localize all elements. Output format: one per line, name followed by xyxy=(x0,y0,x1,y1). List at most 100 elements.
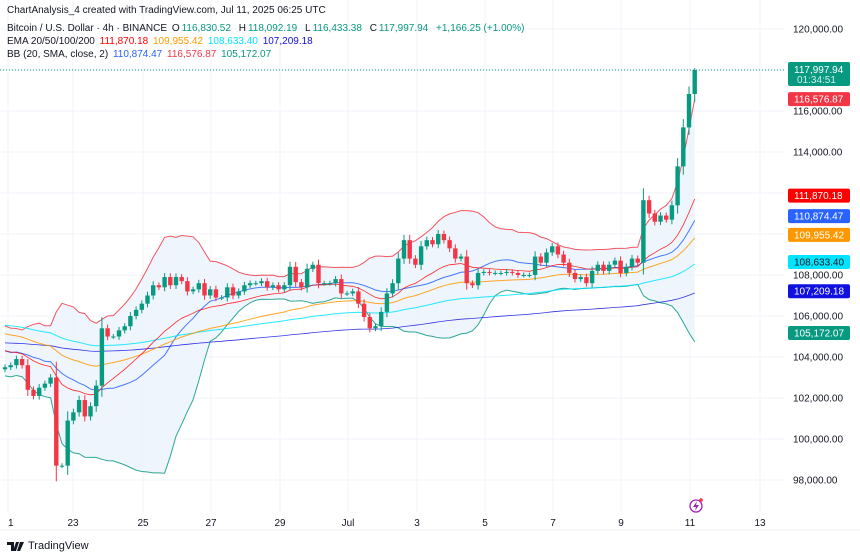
candle xyxy=(589,266,595,288)
symbol-name[interactable]: Bitcoin / U.S. Dollar · 4h · BINANCE xyxy=(7,23,168,34)
candle xyxy=(94,380,99,412)
candle xyxy=(190,286,196,295)
candle xyxy=(247,280,253,289)
candle-body xyxy=(293,266,298,283)
candle xyxy=(327,280,333,286)
ema100-value: 108,633.40 xyxy=(207,36,258,47)
candle-body xyxy=(470,283,475,286)
bb-label: BB (20, SMA, close, 2) xyxy=(7,49,109,60)
candle-body xyxy=(133,309,139,316)
candle xyxy=(265,277,270,291)
candle-body xyxy=(658,215,663,222)
candle-body xyxy=(430,240,435,245)
bb-lower-value: 105,172.07 xyxy=(221,49,272,60)
price-tick-label: 116,000.00 xyxy=(793,107,843,118)
candle-body xyxy=(361,303,367,318)
candle-body xyxy=(424,240,429,247)
ema-legend[interactable]: EMA 20/50/100/200 111,870.18 109,955.42 … xyxy=(7,36,315,47)
candle-body xyxy=(441,234,447,241)
candle-body xyxy=(504,271,509,273)
candle xyxy=(145,291,150,308)
indicator-price-label: 105,172.07 xyxy=(788,325,850,340)
candle xyxy=(236,288,241,299)
current-price-box xyxy=(788,62,850,87)
candle-body xyxy=(139,303,144,310)
candle xyxy=(19,355,25,369)
candle-body xyxy=(572,272,578,280)
candle-body xyxy=(327,283,333,285)
candle xyxy=(555,242,561,259)
candle-body xyxy=(396,258,401,284)
candle xyxy=(344,290,350,296)
price-tick-label: 114,000.00 xyxy=(793,148,843,159)
candle-body xyxy=(624,266,629,273)
candle-body xyxy=(185,281,190,292)
candle-body xyxy=(213,289,219,298)
candle xyxy=(88,402,93,421)
candle-body xyxy=(82,400,87,417)
candle xyxy=(493,270,498,276)
candle xyxy=(276,282,281,293)
candle-body xyxy=(48,377,53,384)
candle xyxy=(692,68,697,103)
candle xyxy=(54,361,59,482)
candle-body xyxy=(681,127,686,167)
candle xyxy=(635,255,640,266)
candle xyxy=(595,261,600,275)
bb-basis-line xyxy=(4,220,696,391)
candle-body xyxy=(390,283,395,294)
candle-body xyxy=(646,200,652,214)
candle-body xyxy=(168,277,173,286)
bb-upper-value: 116,576.87 xyxy=(167,49,217,60)
candle-body xyxy=(270,285,276,288)
candle xyxy=(162,273,167,292)
candle-body xyxy=(350,291,355,294)
candle-body xyxy=(190,289,196,292)
candle xyxy=(287,261,293,291)
tradingview-logo[interactable]: TradingView xyxy=(7,540,89,552)
candle xyxy=(316,259,321,289)
candle xyxy=(213,285,219,302)
icon-bolt xyxy=(693,501,699,511)
candle xyxy=(669,200,675,225)
candle-body xyxy=(538,256,543,263)
candle xyxy=(407,234,412,264)
bb-legend[interactable]: BB (20, SMA, close, 2) 110,874.47 116,57… xyxy=(7,49,273,60)
candle-body xyxy=(664,215,669,220)
candle-body xyxy=(384,293,390,312)
candle-body xyxy=(367,317,372,329)
candle xyxy=(550,242,555,256)
candle-body xyxy=(2,367,8,370)
price-tick-label: 106,000.00 xyxy=(793,312,843,323)
time-tick-label: 11 xyxy=(685,518,696,529)
time-tick-label: 13 xyxy=(754,518,766,529)
indicator-price-label: 109,955.42 xyxy=(788,227,850,242)
candle xyxy=(151,281,156,300)
candle xyxy=(567,258,572,277)
candle xyxy=(379,307,384,331)
bb-basis-value: 110,874.47 xyxy=(112,49,163,60)
candle xyxy=(527,272,532,278)
candle xyxy=(116,326,122,340)
candle xyxy=(384,288,390,318)
candle-body xyxy=(196,283,201,290)
candle-body xyxy=(475,272,481,286)
lightning-icon[interactable] xyxy=(689,498,703,513)
candle xyxy=(641,188,646,275)
candle-body xyxy=(111,336,116,338)
candle-body xyxy=(447,240,452,249)
indicator-price-label: 108,633.40 xyxy=(788,255,850,270)
candle xyxy=(259,278,264,286)
candle xyxy=(37,384,42,400)
candle-body xyxy=(464,256,469,284)
indicator-price-label: 111,870.18 xyxy=(788,188,850,203)
candle xyxy=(624,263,629,277)
candle-body xyxy=(453,248,458,259)
candle-body xyxy=(25,365,30,390)
candle xyxy=(686,86,692,135)
candle-body xyxy=(276,285,281,290)
candle-body xyxy=(407,240,412,259)
candle xyxy=(361,299,367,322)
candle xyxy=(561,250,566,267)
